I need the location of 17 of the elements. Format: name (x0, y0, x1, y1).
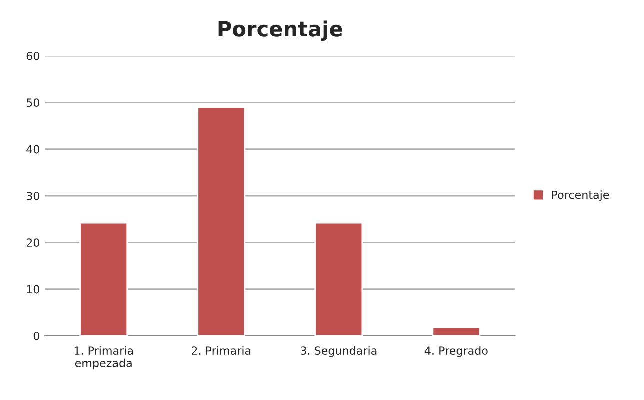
bar (432, 326, 481, 336)
bar (314, 222, 364, 336)
x-tick-label: 2. Primaria (192, 346, 251, 356)
y-tick-label: 10 (27, 285, 40, 294)
bar (197, 106, 246, 336)
legend-label: Porcentaje (552, 190, 610, 202)
y-tick-label: 0 (34, 332, 40, 340)
y-tick-label: 30 (26, 192, 40, 200)
bar (80, 222, 128, 336)
y-tick-label: 40 (26, 145, 40, 154)
y-tick-label: 50 (26, 98, 40, 108)
x-tick-label: 4. Pregrado (424, 346, 488, 358)
x-tick-label: 3. Segundaria (301, 346, 377, 358)
y-tick-label: 20 (26, 238, 40, 248)
chart-title: Porcentaje (218, 20, 342, 42)
y-tick-label: 60 (26, 52, 40, 60)
x-tick-label: 1. Primaria empezada (74, 346, 134, 370)
